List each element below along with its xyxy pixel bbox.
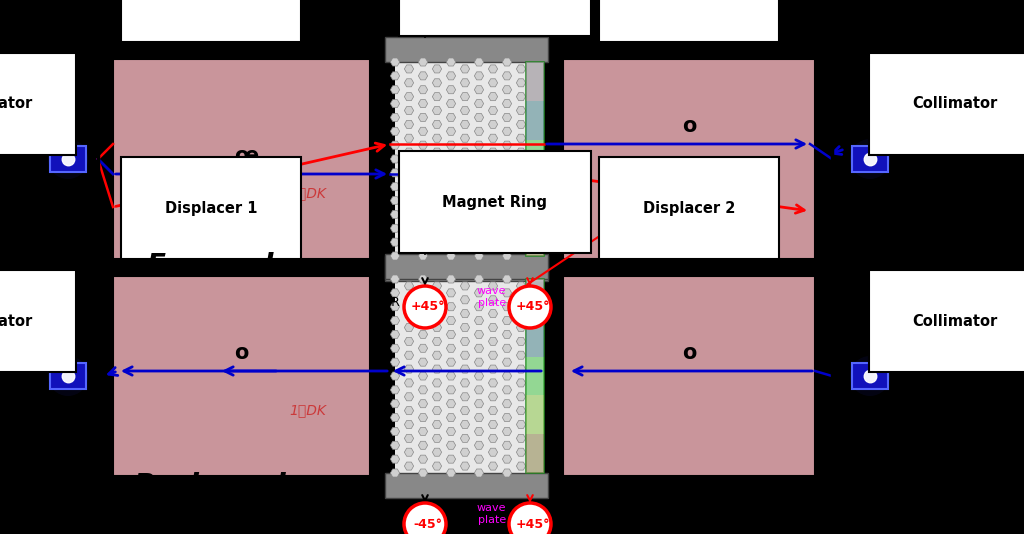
Text: Collimator: Collimator — [0, 97, 55, 144]
FancyBboxPatch shape — [526, 318, 544, 357]
Text: o: o — [682, 116, 696, 136]
FancyBboxPatch shape — [526, 357, 544, 395]
Text: Displacer 1: Displacer 1 — [165, 200, 257, 273]
Text: Collimator: Collimator — [0, 313, 55, 360]
FancyBboxPatch shape — [526, 178, 544, 217]
Text: o: o — [234, 146, 249, 166]
FancyBboxPatch shape — [852, 146, 888, 172]
Text: Collimator: Collimator — [883, 97, 997, 144]
FancyBboxPatch shape — [50, 146, 86, 172]
Text: Displacer 2: Displacer 2 — [643, 200, 735, 273]
Text: Displacer 1: Displacer 1 — [165, 0, 257, 56]
FancyBboxPatch shape — [526, 101, 544, 139]
Text: Forward: Forward — [146, 252, 273, 280]
FancyBboxPatch shape — [526, 62, 544, 256]
Circle shape — [48, 139, 88, 179]
Text: e: e — [712, 183, 726, 202]
FancyBboxPatch shape — [526, 279, 544, 318]
FancyBboxPatch shape — [385, 256, 548, 281]
Circle shape — [60, 151, 76, 167]
Circle shape — [856, 145, 884, 173]
Circle shape — [862, 368, 878, 384]
Text: o: o — [682, 343, 696, 363]
FancyBboxPatch shape — [395, 279, 526, 473]
FancyBboxPatch shape — [113, 276, 370, 476]
FancyBboxPatch shape — [563, 276, 815, 476]
FancyBboxPatch shape — [526, 395, 544, 434]
Circle shape — [404, 286, 446, 328]
Text: Magnet Ring: Magnet Ring — [425, 194, 548, 254]
Text: +45°: +45° — [411, 301, 445, 313]
FancyBboxPatch shape — [852, 363, 888, 389]
Text: -45°: -45° — [414, 517, 442, 530]
FancyBboxPatch shape — [395, 62, 526, 256]
Text: e: e — [245, 145, 259, 166]
FancyBboxPatch shape — [526, 434, 544, 473]
Circle shape — [850, 356, 890, 396]
FancyBboxPatch shape — [526, 279, 544, 473]
Text: o: o — [234, 343, 249, 363]
FancyBboxPatch shape — [526, 62, 544, 101]
Circle shape — [850, 139, 890, 179]
Circle shape — [54, 145, 82, 173]
Text: Collimator: Collimator — [883, 313, 997, 360]
FancyBboxPatch shape — [385, 473, 548, 498]
FancyBboxPatch shape — [385, 37, 548, 62]
Text: Displacer 2: Displacer 2 — [643, 0, 735, 57]
Circle shape — [48, 356, 88, 396]
Text: FR: FR — [385, 296, 401, 310]
Circle shape — [404, 503, 446, 534]
FancyBboxPatch shape — [385, 254, 548, 279]
Text: 1ⓃDK: 1ⓃDK — [289, 186, 326, 200]
Text: Magnet Ring: Magnet Ring — [425, 0, 548, 37]
FancyBboxPatch shape — [563, 59, 815, 259]
Text: Backward: Backward — [133, 472, 287, 500]
FancyBboxPatch shape — [526, 217, 544, 256]
Text: FR: FR — [385, 514, 401, 527]
FancyBboxPatch shape — [50, 363, 86, 389]
Circle shape — [862, 151, 878, 167]
Circle shape — [509, 286, 551, 328]
Text: 1ⓃDK: 1ⓃDK — [289, 403, 326, 417]
Text: +45°: +45° — [516, 517, 550, 530]
Text: wave
plate: wave plate — [476, 503, 506, 525]
Circle shape — [509, 503, 551, 534]
Text: wave
plate: wave plate — [476, 286, 506, 308]
Text: +45°: +45° — [516, 301, 550, 313]
FancyBboxPatch shape — [113, 59, 370, 259]
Circle shape — [54, 362, 82, 390]
Circle shape — [856, 362, 884, 390]
FancyBboxPatch shape — [526, 139, 544, 178]
Circle shape — [60, 368, 76, 384]
